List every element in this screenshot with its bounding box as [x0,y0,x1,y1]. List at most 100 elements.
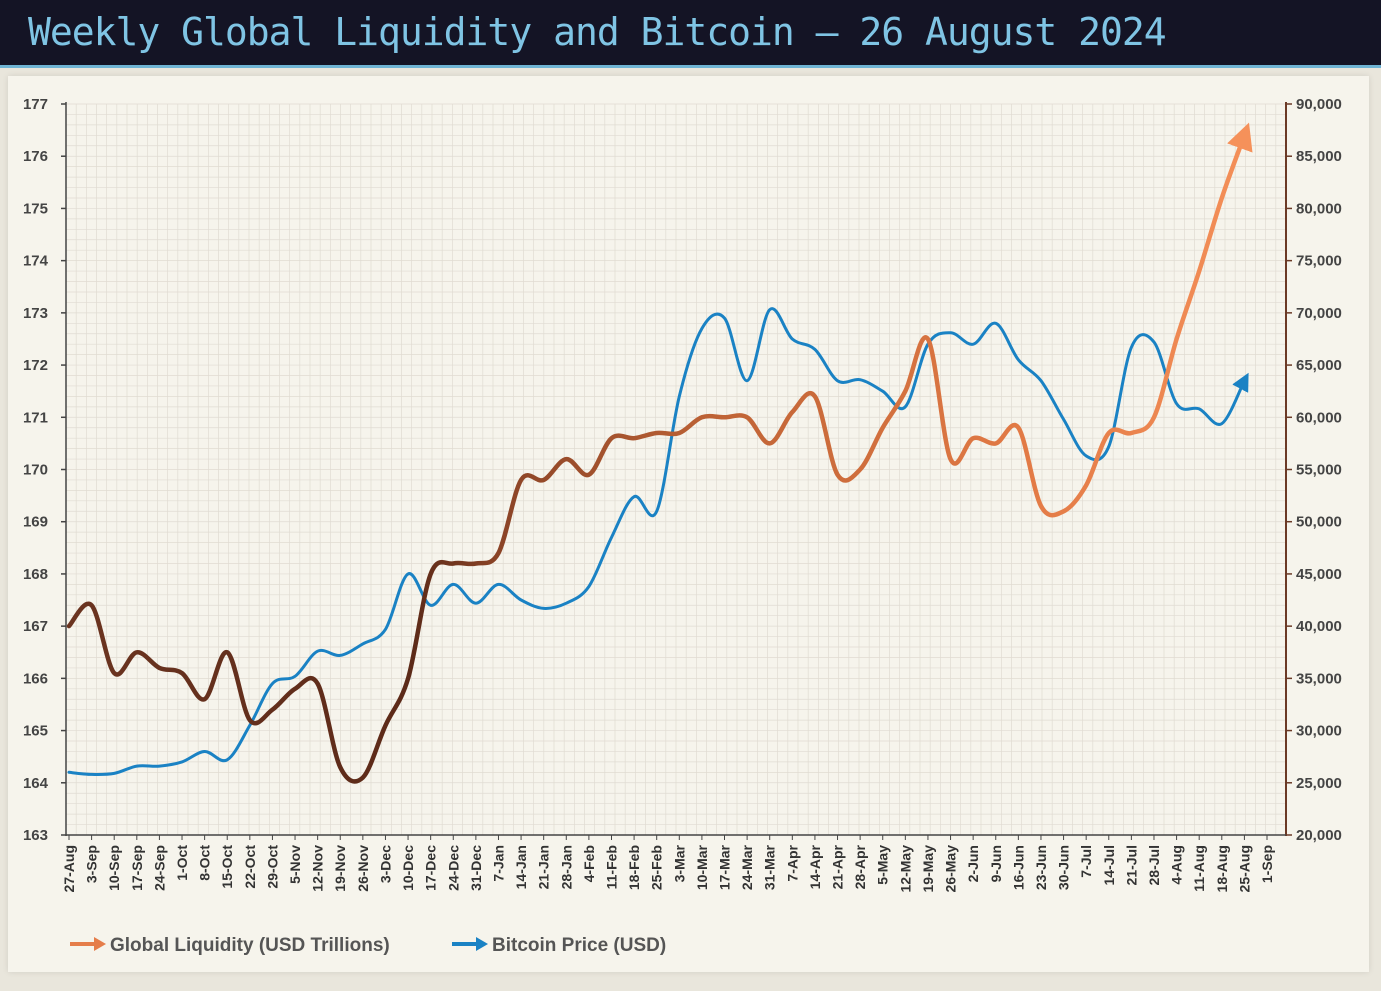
x-tick-label: 10-Dec [400,845,416,891]
x-tick-label: 19-May [920,845,936,893]
legend-liquidity-label: Global Liquidity (USD Trillions) [110,935,390,956]
x-tick-label: 14-Jul [1101,845,1117,885]
x-tick-label: 22-Oct [242,845,258,889]
x-tick-label: 9-Jun [988,845,1004,882]
title-bar: Weekly Global Liquidity and Bitcoin – 26… [0,0,1381,68]
x-tick-label: 28-Jan [558,845,574,889]
x-tick-label: 18-Aug [1214,845,1230,892]
x-tick-label: 16-Jun [1010,845,1026,890]
x-tick-label: 21-Apr [830,844,846,889]
x-tick-label: 31-Dec [468,845,484,891]
x-tick-label: 7-Jul [1078,845,1094,878]
right-tick-label: 85,000 [1296,148,1342,165]
right-tick-label: 40,000 [1296,618,1342,635]
x-tick-label: 21-Jul [1123,845,1139,885]
left-tick-label: 170 [23,462,48,479]
x-tick-label: 24-Mar [739,844,755,890]
series-lines [66,122,1253,784]
right-tick-label: 65,000 [1296,357,1342,374]
right-tick-label: 25,000 [1296,775,1342,792]
right-tick-label: 70,000 [1296,305,1342,322]
x-tick-label: 7-Jan [490,845,506,882]
x-tick-label: 1-Oct [174,845,190,881]
x-tick-label: 26-May [943,845,959,893]
bitcoin-price-line [67,307,1249,777]
x-tick-label: 26-Nov [355,845,371,892]
x-tick-label: 12-Nov [310,845,326,892]
x-tick-label: 30-Jun [1056,845,1072,890]
x-tick-label: 14-Apr [807,844,823,889]
x-tick-label: 25-Feb [649,845,665,890]
x-tick-label: 5-Nov [287,845,303,884]
right-tick-label: 75,000 [1296,253,1342,270]
x-tick-label: 29-Oct [264,845,280,889]
x-tick-label: 1-Sep [1259,845,1275,883]
right-tick-label: 50,000 [1296,514,1342,531]
x-tick-label: 10-Sep [106,845,122,891]
left-tick-label: 168 [23,566,48,583]
x-tick-label: 5-May [875,845,891,885]
x-tick-label: 21-Jan [536,845,552,889]
right-axis-ticks: 20,000 25,000 30,000 35,000 40,000 45,000 50,0… [1286,96,1342,844]
x-tick-label: 28-Jul [1146,845,1162,885]
legend-bitcoin-label: Bitcoin Price (USD) [492,935,666,956]
left-tick-label: 176 [23,148,48,165]
x-tick-label: 15-Oct [219,845,235,889]
legend-item-liquidity: Global Liquidity (USD Trillions) [70,935,390,956]
x-tick-label: 17-Dec [423,845,439,891]
x-tick-label: 19-Nov [332,845,348,892]
left-tick-label: 173 [23,305,48,322]
left-tick-label: 163 [23,827,48,844]
right-tick-label: 20,000 [1296,827,1342,844]
x-tick-label: 17-Sep [129,845,145,891]
x-tick-label: 31-Mar [762,844,778,890]
left-tick-label: 177 [23,96,48,113]
right-tick-label: 90,000 [1296,96,1342,113]
left-tick-label: 174 [23,253,49,270]
x-tick-label: 27-Aug [61,845,77,892]
x-tick-label: 14-Jan [513,845,529,889]
legend: Global Liquidity (USD Trillions) Bitcoin… [70,935,666,956]
x-tick-label: 28-Apr [852,844,868,889]
x-tick-label: 23-Jun [1033,845,1049,890]
x-tick-label: 4-Aug [1169,845,1185,885]
left-tick-label: 164 [23,775,49,792]
x-axis-ticks: 27-Aug 3-Sep 10-Sep 17-Sep 24-Sep 1-Oct 8-Oct 1… [61,835,1275,892]
x-tick-label: 11-Aug [1191,845,1207,892]
x-tick-label: 4-Feb [581,845,597,882]
left-tick-label: 166 [23,670,48,687]
right-tick-label: 35,000 [1296,670,1342,687]
right-tick-label: 30,000 [1296,723,1342,740]
right-tick-label: 80,000 [1296,200,1342,217]
global-liquidity-line [66,122,1253,784]
x-tick-label: 11-Feb [603,845,619,889]
right-tick-label: 60,000 [1296,409,1342,426]
right-tick-label: 55,000 [1296,462,1342,479]
x-tick-label: 10-Mar [694,844,710,890]
x-tick-label: 24-Sep [151,845,167,891]
gridlines [65,103,1286,836]
x-tick-label: 2-Jun [965,845,981,882]
x-tick-label: 18-Feb [626,845,642,890]
legend-bitcoin-arrow-icon [476,937,488,951]
x-tick-label: 3-Sep [84,845,100,883]
left-tick-label: 172 [23,357,48,374]
x-tick-label: 3-Dec [377,845,393,883]
left-tick-label: 175 [23,200,48,217]
legend-item-bitcoin: Bitcoin Price (USD) [452,935,666,956]
left-tick-label: 167 [23,618,48,635]
left-tick-label: 165 [23,723,48,740]
x-tick-label: 12-May [897,845,913,893]
right-tick-label: 45,000 [1296,566,1342,583]
chart-panel [8,76,1369,972]
x-tick-label: 8-Oct [197,845,213,881]
x-tick-label: 17-Mar [717,844,733,890]
x-tick-label: 24-Dec [445,845,461,891]
left-tick-label: 169 [23,514,48,531]
left-tick-label: 171 [23,409,48,426]
x-tick-label: 25-Aug [1236,845,1252,892]
left-axis-ticks: 163 164 165 166 167 168 169 170 171 172 173 174 175 1… [23,96,66,844]
legend-liquidity-arrow-icon [94,937,106,951]
page-title: Weekly Global Liquidity and Bitcoin – 26… [28,10,1167,54]
